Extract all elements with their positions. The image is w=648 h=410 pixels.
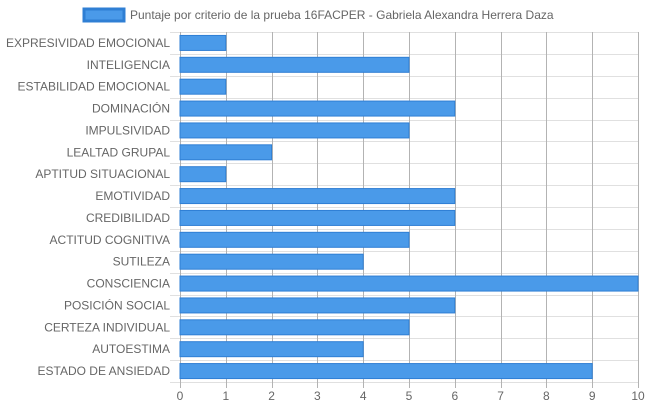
category-label: DOMINACIÓN: [92, 101, 170, 116]
category-label: ESTABILIDAD EMOCIONAL: [18, 80, 171, 94]
bar[interactable]: [179, 275, 639, 292]
bar[interactable]: [179, 341, 364, 358]
category-label: EXPRESIVIDAD EMOCIONAL: [6, 36, 170, 50]
chart-legend[interactable]: Puntaje por criterio de la prueba 16FACP…: [82, 7, 554, 23]
x-tick-label: 1: [222, 389, 229, 403]
bar[interactable]: [179, 188, 456, 205]
bar[interactable]: [179, 363, 593, 380]
x-tick-label: 10: [631, 389, 645, 403]
bar[interactable]: [179, 166, 227, 183]
legend-label: Puntaje por criterio de la prueba 16FACP…: [130, 8, 554, 22]
category-label: INTELIGENCIA: [87, 58, 170, 72]
x-tick-label: 0: [177, 389, 184, 403]
bar[interactable]: [179, 297, 456, 314]
x-tick-label: 5: [406, 389, 413, 403]
category-label: POSICIÓN SOCIAL: [64, 297, 170, 312]
x-tick-label: 6: [451, 389, 458, 403]
bar[interactable]: [179, 34, 227, 51]
category-label: EMOTIVIDAD: [95, 189, 170, 203]
category-label: LEALTAD GRUPAL: [67, 145, 171, 159]
x-tick-label: 2: [268, 389, 275, 403]
chart-bars: [179, 34, 639, 380]
category-label: APTITUD SITUACIONAL: [35, 167, 170, 181]
bar[interactable]: [179, 78, 227, 95]
x-tick-label: 7: [497, 389, 504, 403]
bar[interactable]: [179, 122, 410, 139]
bar[interactable]: [179, 209, 456, 226]
category-label: IMPULSIVIDAD: [85, 123, 170, 137]
bar[interactable]: [179, 253, 364, 270]
x-tick-label: 8: [543, 389, 550, 403]
x-tick-label: 9: [589, 389, 596, 403]
category-label: SUTILEZA: [113, 255, 170, 269]
category-label: AUTOESTIMA: [92, 342, 170, 356]
category-label: ESTADO DE ANSIEDAD: [38, 364, 171, 378]
bar[interactable]: [179, 144, 273, 161]
category-label: ACTITUD COGNITIVA: [50, 233, 170, 247]
bar[interactable]: [179, 319, 410, 336]
x-tick-label: 4: [360, 389, 367, 403]
category-label: CREDIBILIDAD: [86, 211, 170, 225]
category-label: CONSCIENCIA: [87, 277, 170, 291]
bar[interactable]: [179, 100, 456, 117]
category-label: CERTEZA INDIVIDUAL: [44, 320, 170, 334]
category-labels: EXPRESIVIDAD EMOCIONAL INTELIGENCIA ESTABI…: [6, 36, 170, 378]
x-axis-tick-labels: 0 1 2 3 4 5 6 7 8 9 10: [177, 389, 645, 403]
x-tick-label: 3: [314, 389, 321, 403]
legend-swatch: [82, 7, 126, 23]
bar[interactable]: [179, 56, 410, 73]
bar[interactable]: [179, 231, 410, 248]
